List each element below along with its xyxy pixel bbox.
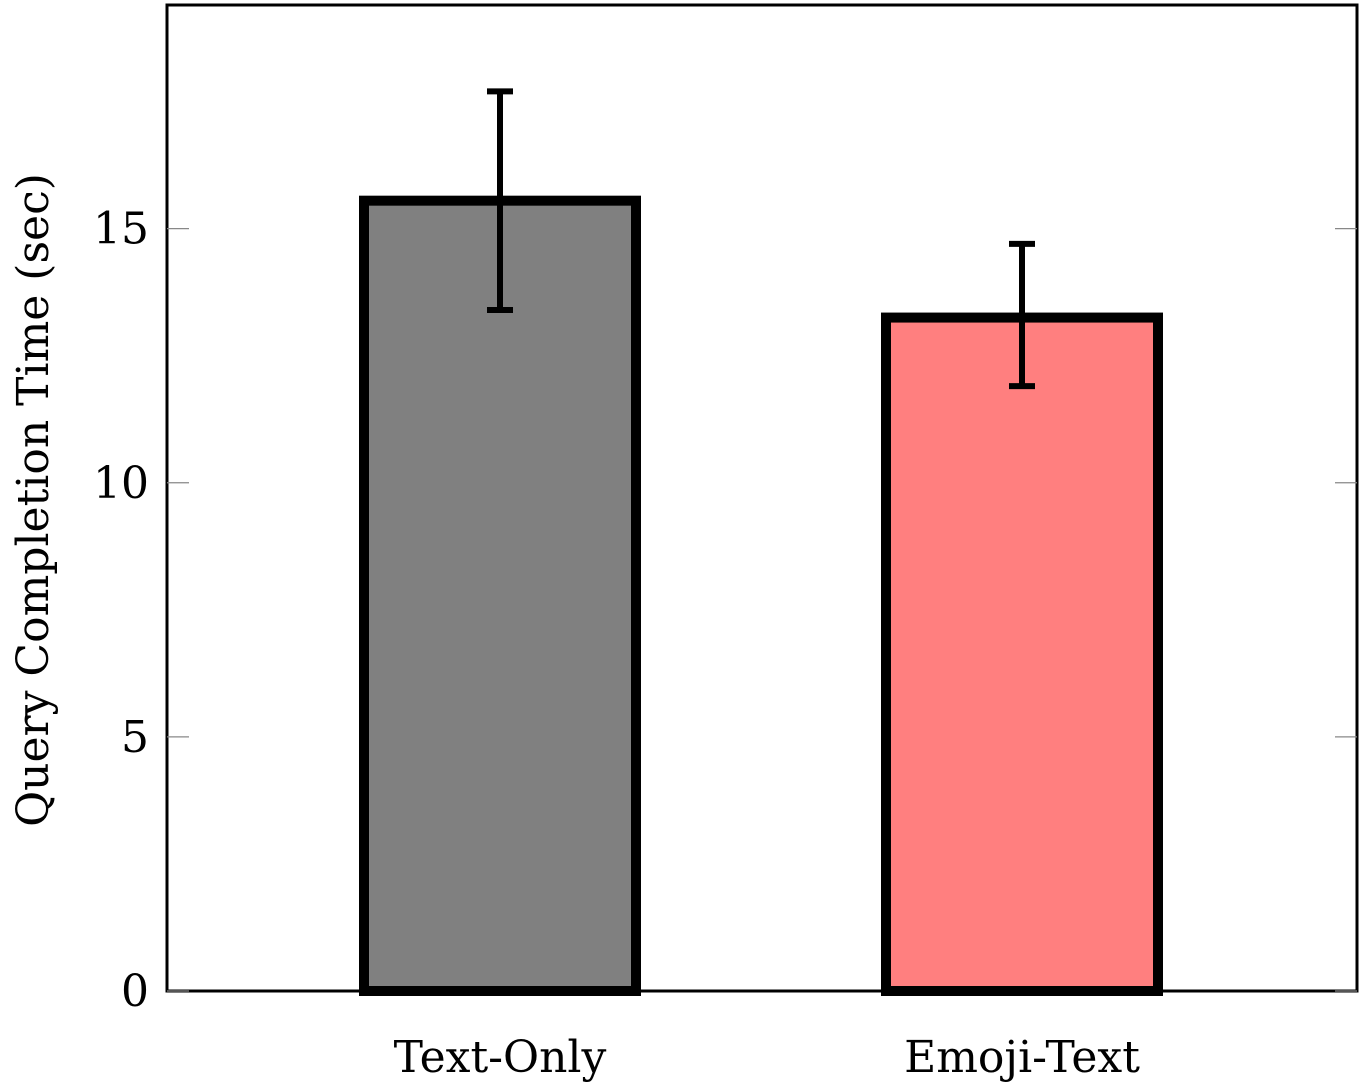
plot-area-frame bbox=[165, 3, 1359, 993]
y-tick-label: 0 bbox=[121, 966, 149, 1017]
y-axis-ticks: 0 5 10 15 bbox=[93, 204, 1357, 1017]
error-bars bbox=[487, 88, 1035, 390]
y-tick-label: 15 bbox=[93, 204, 149, 255]
y-axis-title: Query Completion Time (sec) bbox=[8, 173, 59, 827]
bar-text-only bbox=[359, 195, 641, 997]
x-tick-label: Emoji-Text bbox=[904, 1032, 1140, 1083]
bars bbox=[359, 195, 1163, 997]
error-bar bbox=[487, 88, 513, 313]
x-tick-label: Text-Only bbox=[394, 1032, 607, 1083]
bar-emoji-text bbox=[881, 312, 1163, 997]
y-tick-label: 5 bbox=[121, 712, 149, 763]
y-tick-label: 10 bbox=[93, 458, 149, 509]
error-bar bbox=[1009, 240, 1035, 390]
x-axis-tick-labels: Text-Only Emoji-Text bbox=[394, 1032, 1141, 1083]
